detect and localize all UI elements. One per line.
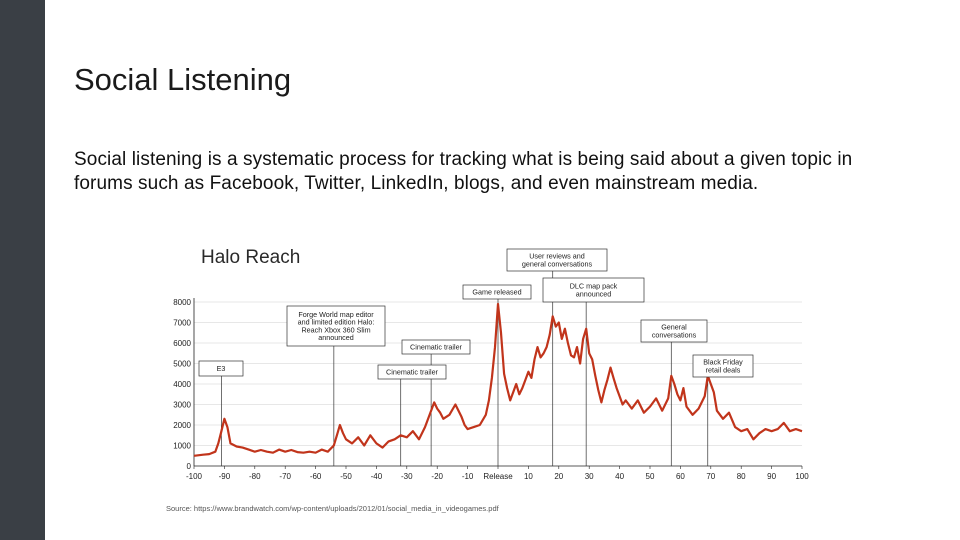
annotation-box [542,277,645,303]
y-tick-label: 3000 [173,401,191,410]
x-tick-label: Release [483,472,513,481]
annotation-label: general conversations [522,259,593,268]
x-tick-label: 60 [676,472,685,481]
annotation-label: Cinematic trailer [386,368,439,377]
x-tick-label: -80 [249,472,261,481]
annotation-box [640,319,708,343]
annotation-label: retail deals [706,365,741,374]
x-tick-label: -70 [279,472,291,481]
annotation-leader-lines [221,271,709,466]
x-tick-label: -20 [431,472,443,481]
x-tick-label: 80 [737,472,746,481]
x-tick-label: -60 [310,472,322,481]
x-tick-label: -50 [340,472,352,481]
annotation-label: DLC map pack [570,282,618,291]
chart-title: Halo Reach [201,247,300,268]
y-tick-label: 2000 [173,421,191,430]
y-tick-label: 8000 [173,298,191,307]
chart-series [193,302,803,457]
x-tick-label: 100 [795,472,809,481]
x-tick-label: 40 [615,472,624,481]
annotation-label: E3 [217,364,226,373]
slide-body-text: Social listening is a systematic process… [74,149,853,194]
x-tick-label: 20 [554,472,563,481]
x-tick-label: 50 [646,472,655,481]
annotation-label: Black Friday [703,358,743,367]
annotation-label: conversations [652,330,697,339]
annotation-label: General [661,323,687,332]
annotation-label: User reviews and [529,252,585,261]
y-tick-label: 1000 [173,442,191,451]
x-tick-label: 30 [585,472,594,481]
x-tick-label: -40 [371,472,383,481]
annotation-box [198,360,244,377]
annotation-label: Reach Xbox 360 Slim [301,325,370,334]
chart-source-text: Source: https://www.brandwatch.com/wp-co… [166,504,500,513]
series-line [193,302,803,457]
chart-image: Halo Reach 0 1000 2000 3000 4000 5000 6000 7000… [151,226,828,523]
annotation-box [377,364,447,380]
annotation-box [692,354,754,378]
annotation-label: announced [576,289,612,298]
y-tick-label: 7000 [173,319,191,328]
slide-title: Social Listening [74,62,292,97]
x-tick-label: -10 [462,472,474,481]
x-tick-label: 10 [524,472,533,481]
y-tick-label: 4000 [173,380,191,389]
x-tick-label: -100 [186,472,203,481]
annotation-label: announced [318,333,354,342]
x-tick-label: -90 [219,472,231,481]
annotation-box [286,305,386,347]
y-tick-label: 0 [187,462,192,471]
annotation-label: Game released [472,288,521,297]
annotation-box [506,248,608,272]
annotation-label: Cinematic trailer [410,343,463,352]
left-accent-bar [0,0,45,540]
annotation-label: and limited edition Halo: [298,318,375,327]
annotation-label: Forge World map editor [298,310,374,319]
y-tick-label: 5000 [173,360,191,369]
x-tick-label: 90 [767,472,776,481]
y-tick-label: 6000 [173,339,191,348]
annotation-box [401,339,471,355]
halo-reach-chart: Halo Reach 0 1000 2000 3000 4000 5000 6000 7000… [166,247,809,513]
x-tick-label: -30 [401,472,413,481]
annotation-box [462,284,532,300]
x-tick-label: 70 [706,472,715,481]
